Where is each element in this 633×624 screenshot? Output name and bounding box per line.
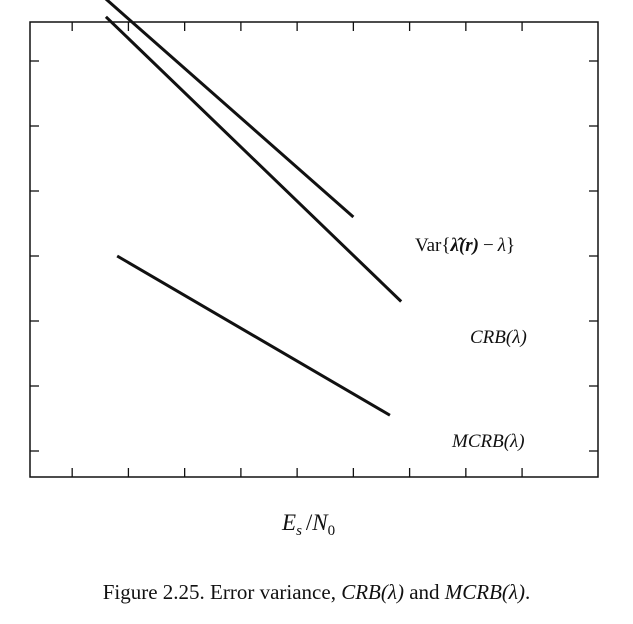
chart: Var{λ̂(r) − λ} CRB(λ) MCRB(λ) Es/N0 [29, 0, 599, 539]
axis-ticks [30, 22, 598, 477]
figure-caption: Figure 2.25. Error variance, CRB(λ) and … [102, 580, 531, 604]
var-series-line [104, 0, 355, 219]
series-lines [104, 0, 403, 417]
mcrb-series-line [116, 254, 391, 417]
crb-label: CRB(λ) [470, 327, 527, 348]
var-label: Var{λ̂(r) − λ} [415, 235, 515, 256]
plot-frame [29, 21, 599, 478]
mcrb-label: MCRB(λ) [451, 431, 525, 452]
x-axis-label: Es/N0 [281, 510, 335, 539]
crb-series-line [104, 15, 403, 303]
